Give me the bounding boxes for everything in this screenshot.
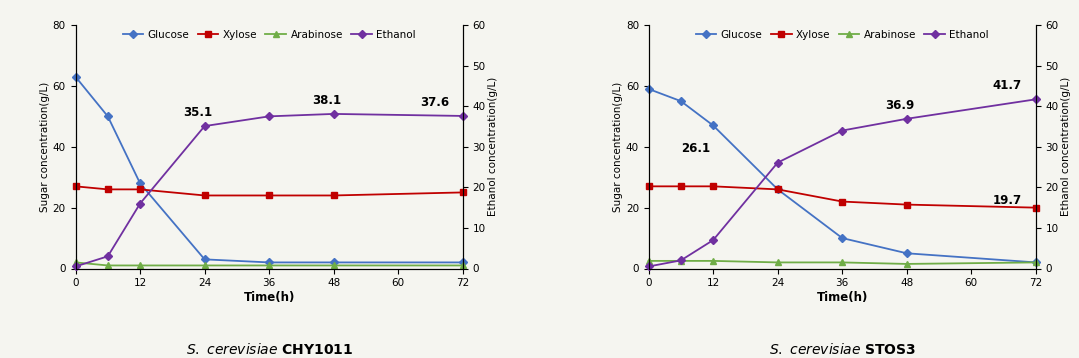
Arabinose	[836, 260, 849, 265]
Arabinose	[900, 262, 913, 266]
Ethanol	[101, 254, 114, 258]
Text: 38.1: 38.1	[312, 94, 341, 107]
Y-axis label: Ethanol concentration(g/L): Ethanol concentration(g/L)	[489, 77, 498, 216]
Glucose	[674, 99, 687, 103]
Xylose	[771, 187, 784, 192]
Glucose	[642, 87, 655, 91]
Xylose	[262, 193, 275, 198]
Glucose	[836, 236, 849, 240]
Glucose	[456, 260, 469, 265]
Ethanol	[69, 264, 82, 268]
Text: 19.7: 19.7	[993, 194, 1022, 207]
Xylose	[836, 199, 849, 204]
Text: $\mathit{S.\ cerevisiae}$$\mathbf{\ CHY1011}$: $\mathit{S.\ cerevisiae}$$\mathbf{\ CHY1…	[186, 342, 353, 357]
Glucose	[69, 74, 82, 79]
Line: Arabinose: Arabinose	[646, 258, 1039, 267]
Arabinose	[101, 263, 114, 268]
Ethanol	[1029, 97, 1042, 101]
Ethanol	[707, 238, 720, 242]
Glucose	[1029, 260, 1042, 265]
Line: Ethanol: Ethanol	[72, 111, 465, 269]
Glucose	[771, 187, 784, 192]
Ethanol	[836, 129, 849, 133]
Ethanol	[134, 202, 147, 206]
Arabinose	[707, 259, 720, 263]
Ethanol	[199, 124, 211, 128]
Xylose	[69, 184, 82, 188]
Glucose	[707, 123, 720, 127]
Xylose	[101, 187, 114, 192]
Arabinose	[327, 263, 340, 268]
Xylose	[456, 190, 469, 195]
Glucose	[101, 114, 114, 118]
Line: Ethanol: Ethanol	[646, 97, 1039, 269]
Text: 35.1: 35.1	[183, 106, 213, 119]
Line: Xylose: Xylose	[646, 184, 1039, 211]
Xylose	[134, 187, 147, 192]
Arabinose	[642, 259, 655, 263]
Text: 41.7: 41.7	[993, 79, 1022, 92]
Legend: Glucose, Xylose, Arabinose, Ethanol: Glucose, Xylose, Arabinose, Ethanol	[119, 25, 420, 44]
Ethanol	[262, 114, 275, 118]
Xylose	[199, 193, 211, 198]
Text: 36.9: 36.9	[885, 99, 915, 112]
Glucose	[199, 257, 211, 261]
Xylose	[707, 184, 720, 188]
Xylose	[642, 184, 655, 188]
Text: 37.6: 37.6	[420, 96, 449, 109]
Line: Glucose: Glucose	[646, 86, 1039, 265]
Glucose	[327, 260, 340, 265]
Y-axis label: Ethanol concentration(g/L): Ethanol concentration(g/L)	[1062, 77, 1071, 216]
Ethanol	[900, 117, 913, 121]
Line: Xylose: Xylose	[72, 184, 465, 198]
Ethanol	[456, 114, 469, 118]
Arabinose	[1029, 260, 1042, 265]
Xylose	[327, 193, 340, 198]
Y-axis label: Sugar concentration(g/L): Sugar concentration(g/L)	[613, 82, 623, 212]
Arabinose	[456, 263, 469, 268]
Arabinose	[771, 260, 784, 265]
Arabinose	[134, 263, 147, 268]
Line: Arabinose: Arabinose	[72, 260, 465, 268]
Xylose	[900, 202, 913, 207]
Glucose	[900, 251, 913, 256]
Xylose	[674, 184, 687, 188]
Arabinose	[69, 260, 82, 265]
Line: Glucose: Glucose	[72, 74, 465, 265]
Arabinose	[262, 263, 275, 268]
Text: $\mathit{S.\ cerevisiae}$$\mathbf{\ STOS3}$: $\mathit{S.\ cerevisiae}$$\mathbf{\ STOS…	[768, 342, 916, 357]
Ethanol	[771, 160, 784, 165]
Arabinose	[674, 259, 687, 263]
X-axis label: Time(h): Time(h)	[244, 291, 295, 304]
Ethanol	[642, 264, 655, 268]
Legend: Glucose, Xylose, Arabinose, Ethanol: Glucose, Xylose, Arabinose, Ethanol	[692, 25, 993, 44]
Ethanol	[327, 112, 340, 116]
Y-axis label: Sugar concentration(g/L): Sugar concentration(g/L)	[40, 82, 50, 212]
Ethanol	[674, 258, 687, 262]
Glucose	[262, 260, 275, 265]
Xylose	[1029, 205, 1042, 210]
Glucose	[134, 181, 147, 185]
X-axis label: Time(h): Time(h)	[817, 291, 868, 304]
Text: 26.1: 26.1	[681, 142, 710, 155]
Arabinose	[199, 263, 211, 268]
